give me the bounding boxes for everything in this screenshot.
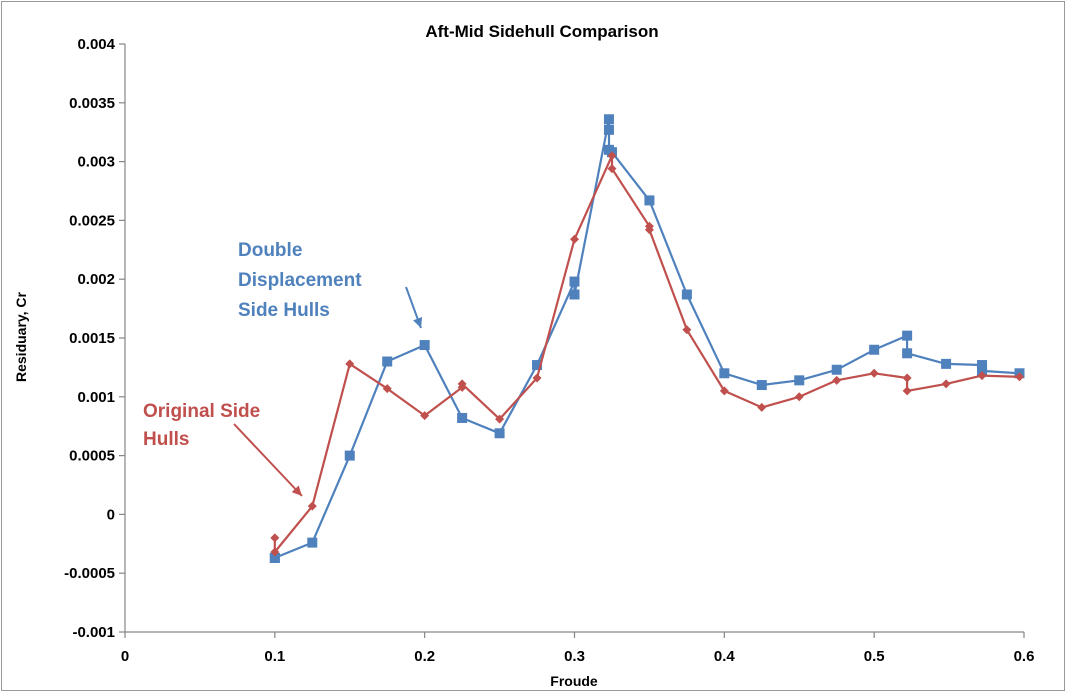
x-tick-label: 0 (121, 648, 129, 665)
data-point (269, 552, 280, 563)
annotation-original-side-hulls: Original Side Hulls (143, 401, 260, 450)
y-tick-label: 0.004 (77, 36, 115, 53)
data-point (794, 375, 805, 386)
data-point (902, 348, 913, 359)
annotation-line: Hulls (143, 429, 189, 450)
data-point (977, 360, 988, 371)
data-point (495, 414, 505, 424)
data-point (941, 358, 952, 369)
data-point (941, 379, 951, 389)
y-tick-label: 0.001 (77, 389, 115, 406)
x-tick-label: 0.2 (414, 648, 435, 665)
y-tick-label: 0.002 (77, 271, 115, 288)
x-tick-label: 0.4 (714, 648, 736, 665)
arrow-head (413, 317, 423, 328)
arrow-red (233, 423, 303, 497)
data-point (756, 380, 767, 391)
data-point (757, 402, 767, 412)
y-tick-label: 0.0005 (69, 448, 115, 465)
data-point (569, 289, 580, 300)
y-tick-label: 0.0025 (69, 212, 115, 229)
x-tick-label: 0.3 (564, 648, 585, 665)
annotation-line: Double (238, 240, 302, 261)
data-point (419, 340, 430, 351)
data-point (270, 547, 280, 557)
data-point (681, 289, 692, 300)
data-point (794, 392, 804, 402)
y-tick-label: 0.0015 (69, 330, 115, 347)
data-point (902, 386, 912, 396)
chart-title: Aft-Mid Sidehull Comparison (425, 22, 658, 41)
data-point (1015, 372, 1025, 382)
data-point (603, 114, 614, 125)
data-point (532, 360, 543, 371)
series-1 (270, 151, 1025, 557)
x-tick-label: 0.6 (1014, 648, 1035, 665)
data-point (902, 330, 913, 341)
data-point (420, 411, 430, 421)
data-point (532, 373, 542, 383)
annotation-line: Side Hulls (238, 300, 330, 321)
y-axis-title: Residuary, Cr (13, 291, 29, 382)
data-point (270, 533, 280, 543)
data-point (603, 124, 614, 135)
y-tick-label: 0 (107, 506, 115, 523)
data-point (869, 368, 879, 378)
annotation-line: Displacement (238, 270, 362, 291)
data-point (977, 371, 987, 381)
data-point (719, 368, 730, 379)
annotation-line: Original Side (143, 401, 260, 422)
y-tick-label: -0.001 (72, 624, 115, 641)
data-point (869, 344, 880, 355)
data-point (569, 276, 580, 287)
series-0 (269, 114, 1025, 563)
y-tick-label: 0.0035 (69, 95, 115, 112)
data-point (344, 450, 355, 461)
data-point (682, 325, 692, 335)
data-point (382, 356, 393, 367)
y-tick-label: -0.0005 (64, 565, 115, 582)
axes (124, 44, 1024, 633)
data-point (307, 501, 317, 511)
series-line (273, 154, 1020, 554)
y-tick-label: 0.003 (77, 154, 115, 171)
data-point (382, 384, 392, 394)
arrow-shaft (233, 423, 303, 497)
annotation-arrows (233, 286, 423, 497)
data-point (494, 428, 505, 439)
data-point (345, 359, 355, 369)
x-axis-title: Froude (550, 673, 598, 689)
x-tick-labels: 0 0.1 0.2 0.3 0.4 0.5 0.6 (121, 632, 1035, 665)
data-point (457, 379, 467, 389)
data-point (644, 195, 655, 206)
annotation-double-displacement: Double Displacement Side Hulls (238, 240, 362, 321)
data-point (607, 151, 617, 161)
data-point (831, 364, 842, 375)
data-point (644, 225, 654, 235)
data-point (607, 164, 617, 174)
data-point (570, 234, 579, 244)
data-point (457, 412, 468, 423)
series-layer (269, 114, 1025, 563)
data-point (307, 537, 318, 548)
data-point (902, 373, 912, 383)
x-tick-label: 0.1 (264, 648, 285, 665)
y-tick-labels: -0.001 -0.0005 0 0.0005 0.001 0.0015 0.002 0.00… (64, 36, 125, 641)
data-point (977, 365, 988, 376)
x-tick-label: 0.5 (864, 648, 885, 665)
arrow-blue (405, 286, 423, 329)
arrow-head (291, 485, 302, 496)
data-point (719, 386, 729, 396)
data-point (832, 375, 842, 385)
